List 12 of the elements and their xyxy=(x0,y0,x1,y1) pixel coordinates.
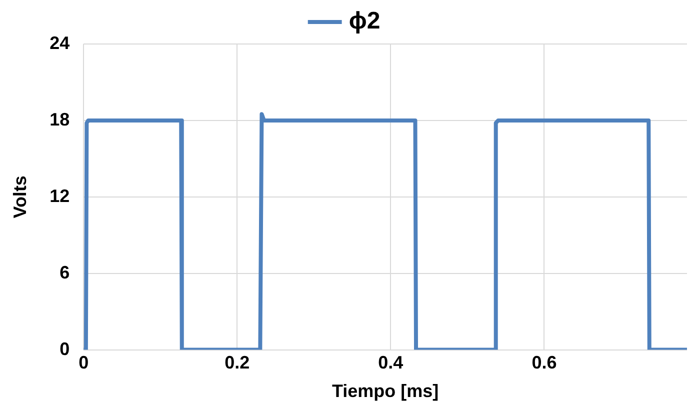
y-tick-label: 6 xyxy=(60,262,70,282)
y-tick-label: 24 xyxy=(50,32,70,53)
y-axis-title: Volts xyxy=(10,176,30,218)
x-tick-label: 0.6 xyxy=(532,352,557,373)
x-tick-label: 0 xyxy=(78,352,89,373)
y-tick-label: 0 xyxy=(60,338,70,359)
x-axis-title: Tiempo [ms] xyxy=(332,381,439,402)
legend-label: ϕ2 xyxy=(348,8,380,35)
y-tick-label: 12 xyxy=(50,186,70,206)
x-tick-label: 0.2 xyxy=(224,352,250,373)
y-tick-label: 18 xyxy=(50,109,70,130)
x-tick-label: 0.4 xyxy=(378,352,404,373)
